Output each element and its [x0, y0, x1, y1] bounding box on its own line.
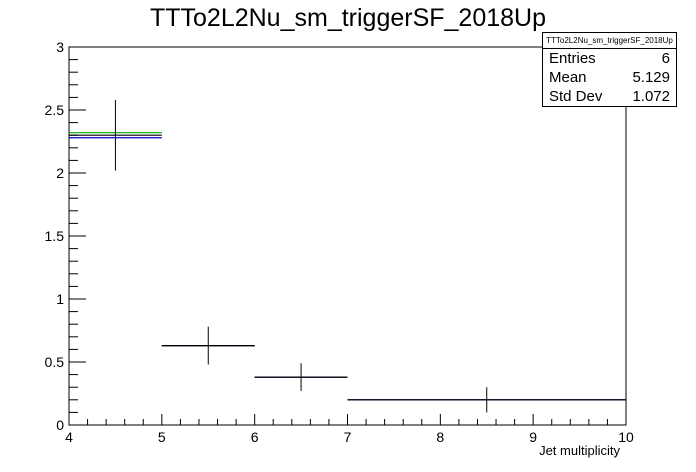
- x-tick-label: 7: [344, 429, 352, 445]
- axis-ticks: [68, 46, 627, 426]
- x-tick-label: 4: [65, 429, 73, 445]
- x-tick-label: 5: [158, 429, 166, 445]
- stats-label: Std Dev: [549, 88, 603, 105]
- y-tick-label: 0.5: [45, 354, 65, 370]
- stats-row-mean: Mean 5.129: [543, 68, 676, 87]
- stats-label: Mean: [549, 69, 587, 86]
- stats-box-title: TTTo2L2Nu_sm_triggerSF_2018Up: [543, 33, 676, 49]
- y-tick-label: 2.5: [45, 102, 65, 118]
- y-tick-label: 2: [56, 165, 64, 181]
- stats-value: 6: [661, 50, 670, 67]
- y-tick-label: 1: [56, 291, 64, 307]
- stats-label: Entries: [549, 50, 596, 67]
- stats-value: 5.129: [632, 69, 670, 86]
- stats-row-std-dev: Std Dev 1.072: [543, 87, 676, 106]
- chart-title: TTTo2L2Nu_sm_triggerSF_2018Up: [149, 4, 547, 32]
- x-axis-label: Jet multiplicity: [539, 443, 620, 458]
- x-tick-label: 6: [251, 429, 259, 445]
- tick-labels: 4 5 6 7 8 9 10 0 0.5 1 1.5 2 2.5 3: [45, 39, 634, 445]
- x-tick-label: 9: [529, 429, 537, 445]
- x-tick-label: 10: [618, 429, 634, 445]
- x-tick-label: 8: [436, 429, 444, 445]
- y-tick-label: 1.5: [45, 228, 65, 244]
- stats-row-entries: Entries 6: [543, 49, 676, 68]
- stats-box: TTTo2L2Nu_sm_triggerSF_2018Up Entries 6 …: [542, 32, 677, 107]
- histogram-marks: [69, 99, 626, 413]
- stats-value: 1.072: [632, 88, 670, 105]
- y-tick-label: 3: [56, 39, 64, 55]
- y-tick-label: 0: [56, 417, 64, 433]
